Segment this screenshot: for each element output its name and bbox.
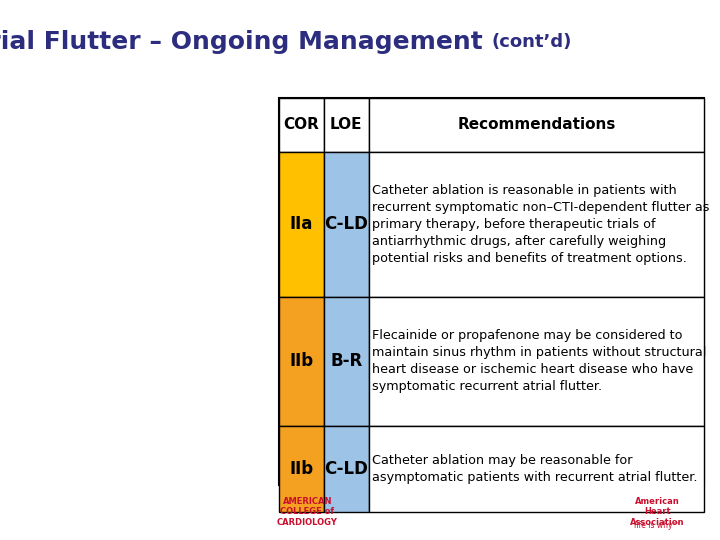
- Text: C-LD: C-LD: [324, 215, 368, 233]
- Text: IIb: IIb: [289, 460, 313, 478]
- Text: American
Heart
Association: American Heart Association: [630, 497, 685, 526]
- Bar: [324, 98, 369, 152]
- Text: LOE: LOE: [330, 118, 362, 132]
- Text: Catheter ablation is reasonable in patients with
recurrent symptomatic non–CTI-d: Catheter ablation is reasonable in patie…: [372, 184, 710, 265]
- Bar: [369, 297, 704, 426]
- Text: IIb: IIb: [289, 352, 313, 370]
- Bar: [324, 297, 369, 426]
- Text: Atrial Flutter – Ongoing Management: Atrial Flutter – Ongoing Management: [0, 30, 492, 53]
- Bar: [279, 98, 704, 485]
- Text: COR: COR: [284, 118, 319, 132]
- Bar: [369, 152, 704, 297]
- Text: Recommendations: Recommendations: [457, 118, 616, 132]
- Text: IIa: IIa: [289, 215, 313, 233]
- Text: Catheter ablation may be reasonable for
asymptomatic patients with recurrent atr: Catheter ablation may be reasonable for …: [372, 454, 698, 484]
- Bar: [369, 426, 704, 512]
- Bar: [279, 426, 324, 512]
- Text: B-R: B-R: [330, 352, 362, 370]
- Bar: [279, 297, 324, 426]
- Text: (cont’d): (cont’d): [492, 33, 572, 51]
- Bar: [324, 426, 369, 512]
- Text: AMERICAN
COLLEGE of
CARDIOLOGY: AMERICAN COLLEGE of CARDIOLOGY: [276, 497, 338, 526]
- Text: life is why™: life is why™: [634, 521, 680, 530]
- Text: C-LD: C-LD: [324, 460, 368, 478]
- Bar: [324, 152, 369, 297]
- Bar: [279, 98, 324, 152]
- Bar: [369, 98, 704, 152]
- Bar: [279, 152, 324, 297]
- Text: Flecainide or propafenone may be considered to
maintain sinus rhythm in patients: Flecainide or propafenone may be conside…: [372, 329, 707, 393]
